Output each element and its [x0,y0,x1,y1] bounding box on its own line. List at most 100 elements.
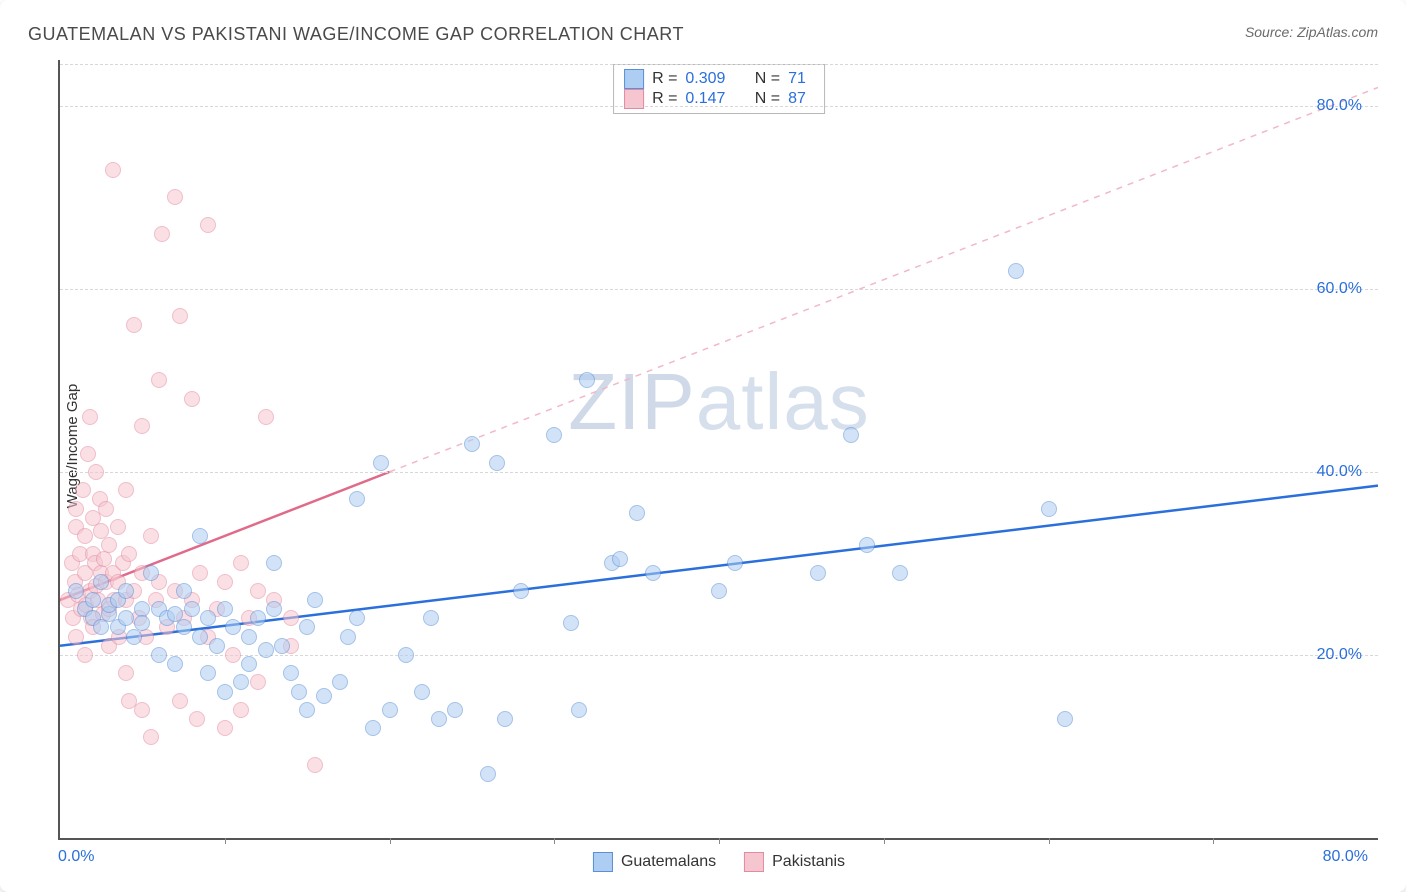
data-point [93,619,109,635]
data-point [225,619,241,635]
data-point [82,409,98,425]
data-point [209,638,225,654]
chart-title: GUATEMALAN VS PAKISTANI WAGE/INCOME GAP … [28,24,684,45]
data-point [340,629,356,645]
data-point [88,464,104,480]
data-point [1057,711,1073,727]
data-point [266,601,282,617]
chart-container: GUATEMALAN VS PAKISTANI WAGE/INCOME GAP … [0,0,1406,892]
x-tick-mark [390,838,391,844]
data-point [80,446,96,462]
data-point [154,226,170,242]
data-point [167,656,183,672]
data-point [200,610,216,626]
data-point [250,583,266,599]
data-point [184,601,200,617]
data-point [571,702,587,718]
legend-swatch [624,69,644,89]
data-point [332,674,348,690]
data-point [68,501,84,517]
data-point [68,629,84,645]
data-point [349,610,365,626]
data-point [291,684,307,700]
data-point [398,647,414,663]
legend-n-value: 71 [788,70,806,88]
data-point [283,610,299,626]
data-point [192,565,208,581]
data-point [189,711,205,727]
grid-line [60,64,1378,65]
grid-line [60,106,1378,107]
x-tick-mark [719,838,720,844]
data-point [365,720,381,736]
data-point [118,610,134,626]
data-point [126,629,142,645]
y-tick-label: 40.0% [1317,463,1362,481]
source-label: Source: ZipAtlas.com [1245,24,1378,40]
data-point [447,702,463,718]
data-point [546,427,562,443]
data-point [233,555,249,571]
data-point [75,482,91,498]
data-point [134,615,150,631]
y-tick-label: 80.0% [1317,97,1362,115]
data-point [299,619,315,635]
grid-line [60,655,1378,656]
legend-swatch [744,852,764,872]
data-point [250,674,266,690]
series-legend-label: Guatemalans [621,853,716,871]
data-point [349,491,365,507]
data-point [118,583,134,599]
data-point [464,436,480,452]
data-point [172,308,188,324]
series-legend-label: Pakistanis [772,853,845,871]
data-point [68,583,84,599]
watermark-bold: ZIP [568,357,695,446]
data-point [299,702,315,718]
data-point [892,565,908,581]
data-point [200,665,216,681]
data-point [1041,501,1057,517]
data-point [241,629,257,645]
data-point [258,642,274,658]
plot-area: ZIPatlas R = 0.309 N = 71 R = 0.147 N = … [58,60,1378,840]
data-point [274,638,290,654]
data-point [250,610,266,626]
trend-line [390,87,1379,471]
data-point [217,574,233,590]
data-point [176,619,192,635]
data-point [645,565,661,581]
y-tick-label: 20.0% [1317,646,1362,664]
data-point [184,391,200,407]
data-point [1008,263,1024,279]
x-tick-mark [1213,838,1214,844]
data-point [727,555,743,571]
data-point [843,427,859,443]
data-point [121,546,137,562]
data-point [93,574,109,590]
data-point [711,583,727,599]
data-point [134,702,150,718]
legend-row: R = 0.309 N = 71 [624,69,806,89]
data-point [217,720,233,736]
x-tick-label: 80.0% [1323,848,1368,866]
legend-n-label: N = [755,70,780,88]
data-point [563,615,579,631]
x-tick-mark [884,838,885,844]
data-point [151,647,167,663]
data-point [143,565,159,581]
data-point [859,537,875,553]
x-tick-label: 0.0% [58,848,94,866]
data-point [105,162,121,178]
trend-lines [60,60,1378,838]
data-point [77,528,93,544]
data-point [167,189,183,205]
legend-swatch [593,852,613,872]
data-point [382,702,398,718]
data-point [101,537,117,553]
data-point [629,505,645,521]
y-tick-label: 60.0% [1317,280,1362,298]
data-point [497,711,513,727]
data-point [233,702,249,718]
data-point [307,592,323,608]
